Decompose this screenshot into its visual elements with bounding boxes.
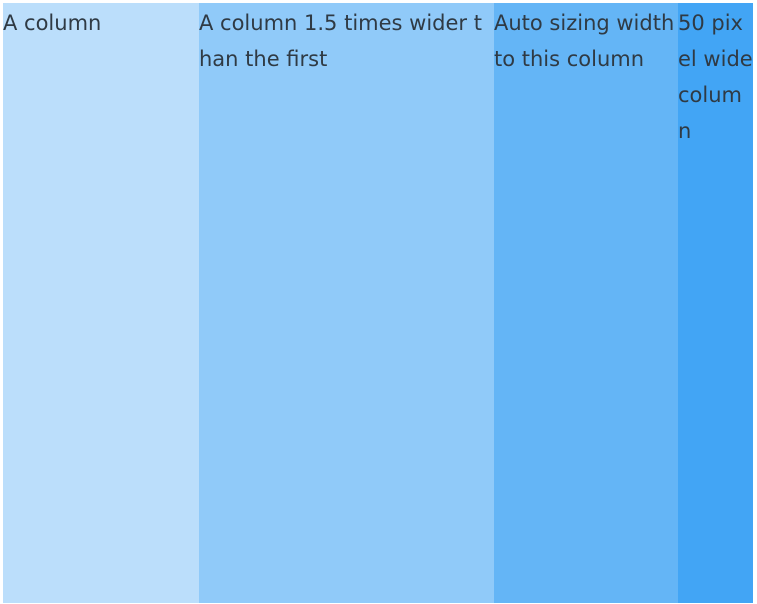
column-3: Auto sizing width to this column xyxy=(494,3,678,603)
column-1: A column xyxy=(3,3,199,603)
column-2-text: A column 1.5 times wider than the first xyxy=(199,11,482,71)
column-4: 50 pixel wide column xyxy=(678,3,753,603)
column-4-text: 50 pixel wide column xyxy=(678,11,753,143)
column-2: A column 1.5 times wider than the first xyxy=(199,3,494,603)
column-grid: A column A column 1.5 times wider than t… xyxy=(3,3,753,603)
column-3-text: Auto sizing width to this column xyxy=(494,11,675,71)
column-1-text: A column xyxy=(3,11,102,35)
